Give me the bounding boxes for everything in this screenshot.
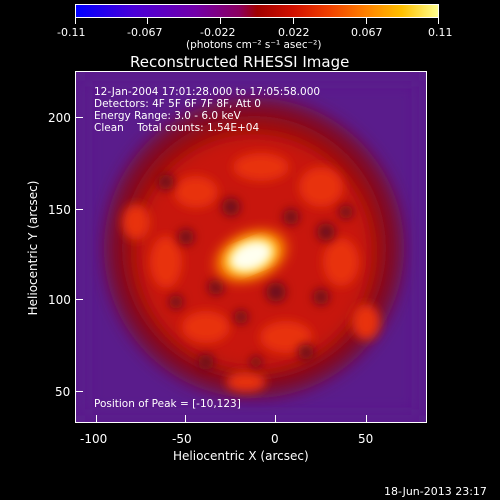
render-timestamp: 18-Jun-2013 23:17 (384, 485, 487, 498)
x-tick-mark (185, 415, 186, 423)
clean-counts-info: Clean Total counts: 1.54E+04 (94, 122, 260, 134)
colorbar-tick-label: 0.11 (428, 26, 453, 39)
y-axis-label: Heliocentric Y (arcsec) (26, 180, 40, 316)
y-tick-mark (75, 391, 83, 392)
colorbar-tick-mark (366, 18, 367, 24)
y-tick-label: 200 (48, 111, 71, 125)
colorbar-tick-mark (438, 18, 439, 24)
y-tick-label: 100 (48, 293, 71, 307)
colorbar-tick-mark (147, 18, 148, 24)
y-tick-mark (75, 209, 83, 210)
colorbar-tick-label: 0.067 (351, 26, 383, 39)
obs-time-range: 12-Jan-2004 17:01:28.000 to 17:05:58.000 (94, 86, 321, 98)
x-tick-mark (275, 415, 276, 423)
y-tick-label: 50 (55, 385, 71, 399)
y-tick-mark (75, 117, 83, 118)
colorbar-tick-label: -0.022 (200, 26, 236, 39)
x-axis-label: Heliocentric X (arcsec) (173, 449, 309, 463)
heatmap-image (76, 72, 426, 422)
x-tick-mark (366, 415, 367, 423)
colorbar-tick-label: 0.022 (278, 26, 310, 39)
colorbar-tick-mark (220, 18, 221, 24)
detectors-info: Detectors: 4F 5F 6F 7F 8F, Att 0 (94, 98, 261, 110)
image-plot-area (75, 71, 427, 423)
x-tick-label: -50 (172, 432, 192, 446)
x-tick-mark (96, 415, 97, 423)
colorbar-tick-label: -0.11 (57, 26, 86, 39)
energy-range-info: Energy Range: 3.0 - 6.0 keV (94, 110, 241, 122)
y-tick-label: 150 (48, 203, 71, 217)
x-tick-label: 50 (358, 432, 374, 446)
colorbar (75, 4, 439, 18)
x-tick-label: -100 (80, 432, 108, 446)
colorbar-tick-label: -0.067 (127, 26, 163, 39)
x-tick-label: 0 (271, 432, 279, 446)
y-tick-mark (75, 299, 83, 300)
peak-position-label: Position of Peak = [-10,123] (94, 398, 241, 410)
colorbar-tick-mark (75, 18, 76, 24)
colorbar-units-label: (photons cm⁻² s⁻¹ asec⁻²) (186, 39, 322, 51)
colorbar-tick-mark (293, 18, 294, 24)
plot-title: Reconstructed RHESSI Image (130, 53, 350, 71)
